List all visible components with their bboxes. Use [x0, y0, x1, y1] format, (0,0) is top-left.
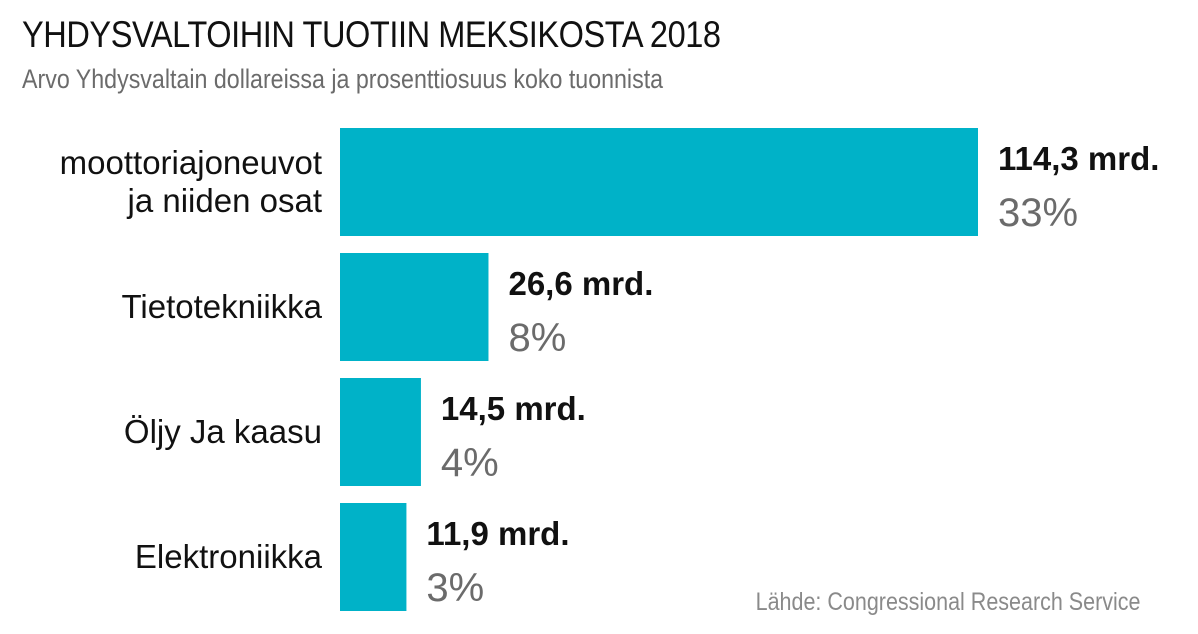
chart-subtitle: Arvo Yhdysvaltain dollareissa ja prosent… — [22, 64, 664, 94]
category-label-4: Elektroniikka — [135, 538, 323, 575]
value-label-2: 26,6 mrd. — [508, 265, 653, 302]
percent-label-3: 4% — [441, 441, 499, 485]
category-label-line: moottoriajoneuvot — [60, 144, 322, 181]
value-label-1: 114,3 mrd. — [998, 140, 1159, 177]
category-label-line: Elektroniikka — [135, 538, 323, 575]
bar-4 — [340, 503, 407, 611]
bar-3 — [340, 378, 421, 486]
value-label-4: 11,9 mrd. — [426, 515, 569, 552]
category-label-2: Tietotekniikka — [121, 288, 322, 325]
bar-1 — [340, 128, 978, 236]
source-note: Lähde: Congressional Research Service — [755, 588, 1140, 616]
percent-label-4: 3% — [426, 566, 484, 610]
value-label-3: 14,5 mrd. — [441, 390, 586, 427]
chart-title: YHDYSVALTOIHIN TUOTIIN MEKSIKOSTA 2018 — [22, 14, 721, 55]
bar-2 — [340, 253, 489, 361]
category-label-line: ja niiden osat — [127, 182, 322, 219]
category-label-line: Tietotekniikka — [121, 288, 322, 325]
category-label-1: moottoriajoneuvot ja niiden osat — [60, 144, 322, 219]
category-label-line: Öljy Ja kaasu — [124, 413, 322, 450]
category-label-3: Öljy Ja kaasu — [124, 413, 322, 450]
percent-label-1: 33% — [998, 191, 1078, 235]
percent-label-2: 8% — [508, 316, 566, 360]
